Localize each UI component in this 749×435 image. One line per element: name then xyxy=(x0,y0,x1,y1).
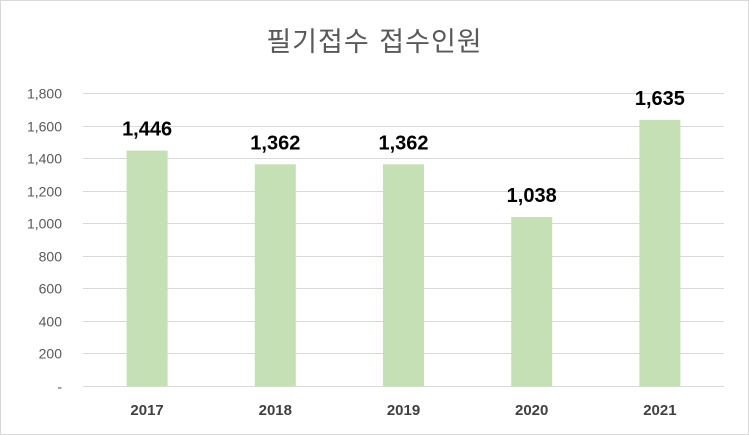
x-tick-label: 2017 xyxy=(130,402,163,419)
data-label: 1,362 xyxy=(378,132,428,154)
y-tick-label: 1,600 xyxy=(27,119,62,135)
data-label: 1,362 xyxy=(250,132,300,154)
bar xyxy=(254,164,296,386)
bar xyxy=(511,217,553,386)
bar xyxy=(126,150,168,386)
x-axis-ticks: 2017 2018 2019 2020 2021 xyxy=(130,402,676,419)
x-tick-label: 2020 xyxy=(515,402,548,419)
y-tick-label: 200 xyxy=(39,346,63,362)
x-tick-label: 2018 xyxy=(259,402,292,419)
x-tick-label: 2019 xyxy=(387,402,420,419)
x-tick-label: 2021 xyxy=(643,402,676,419)
data-label: 1,635 xyxy=(635,88,685,110)
y-tick-label: - xyxy=(57,379,62,395)
data-labels: 1,446 1,362 1,362 1,038 1,635 xyxy=(122,88,685,207)
y-axis-ticks: - 200 400 600 800 1,000 1,200 1,400 1,600 1,800 xyxy=(27,86,62,395)
bars xyxy=(126,119,681,386)
y-tick-label: 1,400 xyxy=(27,151,62,167)
data-label: 1,038 xyxy=(507,185,557,207)
y-tick-label: 800 xyxy=(39,249,63,265)
chart-title: 필기접수 접수인원 xyxy=(266,27,483,58)
data-label: 1,446 xyxy=(122,119,172,141)
y-tick-label: 1,200 xyxy=(27,184,62,200)
bar xyxy=(639,119,681,386)
y-tick-label: 600 xyxy=(39,281,63,297)
y-tick-label: 400 xyxy=(39,314,63,330)
y-tick-label: 1,800 xyxy=(27,86,62,102)
y-tick-label: 1,000 xyxy=(27,216,62,232)
bar xyxy=(383,164,424,386)
